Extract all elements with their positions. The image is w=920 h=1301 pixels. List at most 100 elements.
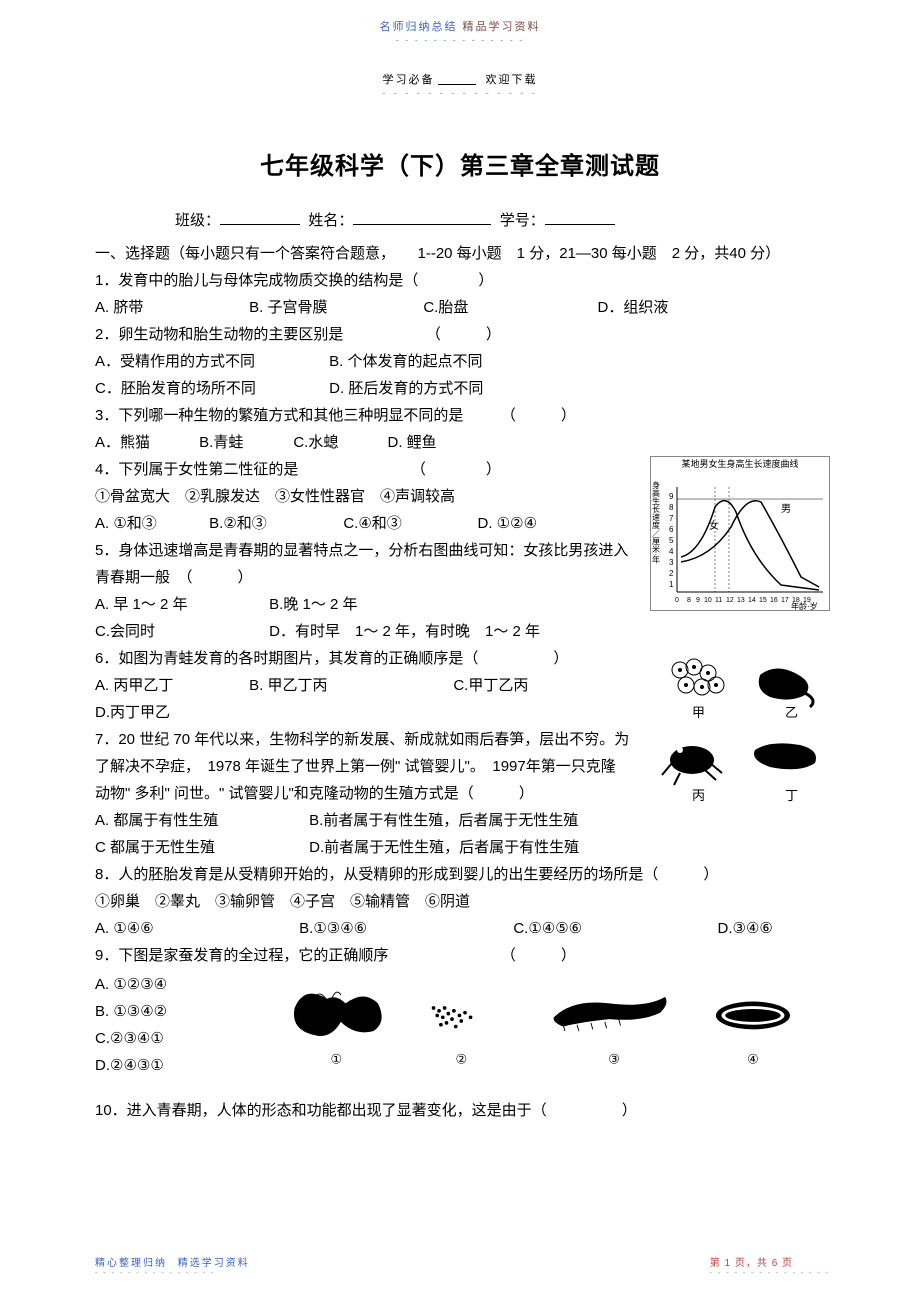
q6-b[interactable]: B. 甲乙丁丙 (249, 672, 449, 699)
q8-b[interactable]: B.①③④⑥ (299, 915, 509, 942)
svg-text:7: 7 (669, 514, 674, 523)
footer-right: 第 1 页，共 6 页 (710, 1258, 793, 1269)
q5-d[interactable]: D．有时早 1～ 2 年，有时晚 1～ 2 年 (269, 618, 540, 645)
content-body: 班级： 姓名： 学号： 一、选择题（每小题只有一个答案符合题意， 1--20 每… (0, 207, 920, 1124)
silkworm-svg: ① ② ③ ④ (255, 971, 825, 1071)
q3-d[interactable]: D. 鲤鱼 (388, 429, 437, 456)
growth-chart: 某地男女生身高生长速度曲线 身高生长速度／厘米·年 123 456 789 女 … (650, 456, 830, 611)
frog-label-2: 乙 (785, 705, 798, 720)
q8-sub: ①卵巢 ②睾丸 ③输卵管 ④子宫 ⑤输精管 ⑥阴道 (95, 888, 830, 915)
q4-d[interactable]: D. ①②④ (478, 510, 538, 537)
name-blank[interactable] (353, 213, 491, 225)
q2-d[interactable]: D. 胚后发育的方式不同 (329, 375, 483, 402)
q8-opts: A. ①④⑥ B.①③④⑥ C.①④⑤⑥ D.③④⑥ (95, 915, 830, 942)
q3-a[interactable]: A．熊猫 (95, 429, 195, 456)
svg-text:17: 17 (781, 597, 789, 604)
q6-c[interactable]: C.甲丁乙丙 (453, 672, 583, 699)
sub-header: 学习必备 欢迎下载 (0, 71, 920, 87)
q4-stem: 4．下列属于女性第二性征的是 （ ） (95, 456, 630, 483)
q7-d[interactable]: D.前者属于无性生殖，后者属于有性生殖 (309, 834, 579, 861)
frog-label-4: 丁 (785, 788, 798, 803)
q3-c[interactable]: C.水螅 (293, 429, 383, 456)
q8-a[interactable]: A. ①④⑥ (95, 915, 295, 942)
silkworm-eggs (432, 1006, 473, 1028)
q2-opts-2: C．胚胎发育的场所不同 D. 胚后发育的方式不同 (95, 375, 830, 402)
id-label: 学号： (500, 212, 545, 229)
silkworm-moth (294, 992, 382, 1036)
q10-stem: 10．进入青春期，人体的形态和功能都出现了显著变化，这是由于（ ） (95, 1097, 830, 1124)
male-label: 男 (781, 503, 791, 515)
frog-label-1: 甲 (692, 705, 705, 720)
chart-xlabel: 年龄·岁 (791, 601, 818, 610)
class-label: 班级： (175, 212, 220, 229)
q6-d[interactable]: D.丙丁甲乙 (95, 699, 170, 726)
footer-dash-right: - - - - - - - - - - - - - - - (710, 1270, 830, 1277)
svg-text:10: 10 (704, 597, 712, 604)
sw-label-3: ③ (608, 1052, 620, 1067)
q1-a[interactable]: A. 脐带 (95, 294, 245, 321)
svg-text:6: 6 (669, 525, 674, 534)
q6-stem: 6．如图为青蛙发育的各时期图片，其发育的正确顺序是（ ） (95, 645, 630, 672)
svg-text:9: 9 (669, 492, 674, 501)
q1-c[interactable]: C.胎盘 (423, 294, 593, 321)
svg-text:8: 8 (687, 597, 691, 604)
q9-b[interactable]: B. ①③④② (95, 998, 167, 1025)
page-title: 七年级科学（下）第三章全章测试题 (0, 146, 920, 181)
q6-q7-block: 甲 乙 丙 丁 6．如图为青蛙发育的各时期图片，其发育的正确顺序是（ ） A. … (95, 645, 830, 807)
silkworm-diagram: A. ①②③④ B. ①③④② C.②③④① D.②④③① ① ② (95, 971, 830, 1079)
q2-b[interactable]: B. 个体发育的起点不同 (329, 348, 482, 375)
tadpole-1 (759, 668, 809, 699)
q5-a[interactable]: A. 早 1～ 2 年 (95, 591, 265, 618)
svg-text:2: 2 (669, 569, 674, 578)
q6-opts: A. 丙甲乙丁 B. 甲乙丁丙 C.甲丁乙丙 D.丙丁甲乙 (95, 672, 630, 726)
q3-opts: A．熊猫 B.青蛙 C.水螅 D. 鲤鱼 (95, 429, 830, 456)
svg-text:8: 8 (669, 503, 674, 512)
svg-text:3: 3 (669, 558, 674, 567)
class-blank[interactable] (220, 213, 300, 225)
chart-ylabel: 身高生长速度／厘米·年 (652, 480, 661, 565)
q1-d[interactable]: D．组织液 (598, 294, 669, 321)
svg-text:4: 4 (669, 547, 674, 556)
meta-left: 名师归纳总结 (379, 21, 457, 33)
q3-b[interactable]: B.青蛙 (199, 429, 289, 456)
frog-label-3: 丙 (692, 788, 705, 803)
svg-text:0: 0 (675, 597, 679, 604)
q1-b[interactable]: B. 子宫骨膜 (249, 294, 419, 321)
q8-d[interactable]: D.③④⑥ (718, 915, 773, 942)
svg-text:1: 1 (669, 580, 674, 589)
q9-a[interactable]: A. ①②③④ (95, 971, 167, 998)
q4-a[interactable]: A. ①和③ (95, 510, 205, 537)
q5-c[interactable]: C.会同时 (95, 618, 265, 645)
svg-text:5: 5 (669, 536, 674, 545)
q5-b[interactable]: B.晚 1～ 2 年 (269, 591, 357, 618)
q9-d[interactable]: D.②④③① (95, 1052, 167, 1079)
q1-opts: A. 脐带 B. 子宫骨膜 C.胎盘 D．组织液 (95, 294, 830, 321)
sw-label-4: ④ (747, 1052, 759, 1067)
silkworm-larva (554, 997, 667, 1031)
q5-opts-2: C.会同时 D．有时早 1～ 2 年，有时晚 1～ 2 年 (95, 618, 830, 645)
q2-a[interactable]: A．受精作用的方式不同 (95, 348, 325, 375)
sw-label-1: ① (330, 1052, 342, 1067)
q9-stem: 9．下图是家蚕发育的全过程，它的正确顺序 （ ） (95, 942, 830, 969)
id-blank[interactable] (545, 213, 615, 225)
q4-b[interactable]: B.②和③ (209, 510, 339, 537)
student-info-row: 班级： 姓名： 学号： (95, 207, 830, 234)
svg-text:14: 14 (748, 597, 756, 604)
header-dashes: - - - - - - - - - - - - - - (0, 35, 920, 45)
q6-a[interactable]: A. 丙甲乙丁 (95, 672, 245, 699)
page-footer: 精心整理归纳 精选学习资料 - - - - - - - - - - - - - … (0, 1254, 920, 1277)
q7-opts-2: C 都属于无性生殖 D.前者属于无性生殖，后者属于有性生殖 (95, 834, 830, 861)
q7-b[interactable]: B.前者属于有性生殖，后者属于无性生殖 (309, 807, 578, 834)
q2-c[interactable]: C．胚胎发育的场所不同 (95, 375, 325, 402)
svg-text:16: 16 (770, 597, 778, 604)
q7-stem: 7．20 世纪 70 年代以来，生物科学的新发展、新成就如雨后春笋，层出不穷。为… (95, 726, 630, 807)
meta-right: 精品学习资料 (463, 21, 541, 33)
q7-c[interactable]: C 都属于无性生殖 (95, 834, 305, 861)
q4-c[interactable]: C.④和③ (343, 510, 473, 537)
svg-text:9: 9 (696, 597, 700, 604)
q7-a[interactable]: A. 都属于有性生殖 (95, 807, 305, 834)
footer-dash-left: - - - - - - - - - - - - - - - (95, 1270, 250, 1277)
q9-c[interactable]: C.②③④① (95, 1025, 167, 1052)
footer-left-a: 精心整理归纳 (95, 1258, 167, 1269)
q8-c[interactable]: C.①④⑤⑥ (513, 915, 713, 942)
